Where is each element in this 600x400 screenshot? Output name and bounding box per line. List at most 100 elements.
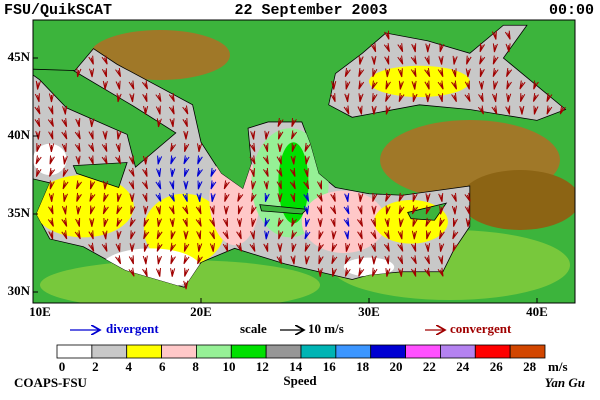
wind-arrow: [62, 180, 69, 190]
wind-arrow: [410, 68, 417, 78]
wind-arrow: [34, 93, 40, 103]
wind-arrow: [222, 242, 229, 252]
lat-label: 45N: [8, 49, 31, 64]
wind-arrow: [304, 242, 311, 252]
wind-arrow: [197, 243, 203, 252]
wind-arrow: [197, 180, 203, 190]
footer-left: COAPS-FSU: [14, 375, 88, 390]
wind-arrow: [143, 217, 150, 227]
wind-arrow: [316, 180, 323, 190]
wind-arrow: [411, 43, 417, 53]
wind-arrow: [291, 143, 297, 153]
wind-arrow: [397, 242, 404, 252]
wind-arrow: [168, 92, 175, 102]
wind-arrow: [426, 230, 432, 240]
wind-arrow: [263, 167, 269, 177]
wind-arrow: [115, 68, 122, 77]
colorbar-swatch: [265, 344, 302, 359]
wind-arrow: [410, 55, 417, 65]
wind-arrow: [439, 243, 445, 252]
wind-arrow: [116, 205, 123, 215]
wind-patch: [143, 193, 225, 266]
wind-arrow: [411, 80, 417, 90]
wind-arrow: [249, 155, 256, 165]
wind-arrow: [250, 180, 257, 190]
wind-arrow: [519, 105, 525, 115]
wind-arrow: [128, 267, 135, 277]
footer-right: Yan Gu: [545, 375, 585, 390]
wind-arrow: [157, 155, 163, 165]
wind-arrow: [385, 267, 391, 277]
wind-arrow: [303, 192, 310, 202]
wind-arrow: [222, 217, 228, 227]
wind-arrow: [183, 155, 190, 165]
wind-arrow: [358, 80, 365, 90]
wind-arrow: [425, 193, 431, 202]
wind-arrow: [330, 205, 337, 215]
wind-arrow: [75, 155, 81, 165]
wind-arrow: [250, 130, 256, 140]
wind-arrow: [357, 205, 363, 215]
wind-arrow: [249, 168, 255, 178]
wind-arrow: [318, 255, 324, 265]
wind-arrow: [452, 242, 459, 252]
wind-arrow: [142, 167, 148, 177]
lon-label: 10E: [29, 304, 51, 319]
wind-arrow: [143, 205, 149, 215]
wind-arrow: [143, 230, 150, 240]
wind-arrow: [88, 130, 94, 140]
wind-arrow: [182, 192, 188, 202]
wind-arrow: [89, 68, 95, 78]
legend-convergent: convergent: [450, 321, 512, 336]
wind-arrow: [262, 155, 269, 165]
wind-arrow: [170, 268, 176, 277]
wind-arrow: [183, 167, 190, 177]
wind-arrow: [504, 30, 511, 40]
colorbar-swatch: [56, 344, 93, 359]
wind-arrow: [130, 205, 136, 215]
wind-arrow: [35, 80, 41, 90]
wind-arrow: [88, 142, 95, 152]
wind-arrow: [48, 93, 55, 103]
wind-arrow: [237, 205, 243, 215]
wind-arrow: [88, 55, 94, 65]
header-center: 22 September 2003: [234, 2, 387, 19]
wind-arrow: [383, 43, 390, 52]
wind-arrow: [155, 192, 162, 202]
wind-arrow: [438, 193, 444, 202]
wind-arrow: [170, 168, 176, 178]
wind-arrow: [425, 217, 432, 227]
wind-arrow: [357, 230, 363, 240]
wind-arrow: [370, 43, 377, 53]
wind-arrow: [424, 55, 430, 65]
wind-arrow: [130, 230, 136, 240]
wind-arrow: [102, 80, 108, 90]
wind-arrow: [290, 193, 296, 202]
colorbar-tick: 2: [92, 359, 99, 374]
legend-divergent: divergent: [106, 321, 159, 336]
wind-arrow: [155, 180, 162, 190]
wind-arrow: [464, 192, 471, 202]
wind-arrow: [102, 230, 108, 240]
wind-arrow: [128, 255, 134, 265]
colorbar-tick: 4: [126, 359, 133, 374]
wind-arrow: [317, 268, 323, 277]
wind-arrow: [437, 267, 444, 277]
map: [33, 20, 575, 303]
wind-arrow: [129, 243, 135, 252]
wind-arrow: [223, 180, 230, 190]
wind-arrow: [196, 193, 202, 202]
wind-arrow: [464, 205, 470, 215]
wind-arrow: [197, 143, 203, 153]
wind-arrow: [372, 68, 378, 78]
wind-arrow: [183, 280, 189, 290]
colorbar-tick: 0: [59, 359, 66, 374]
wind-arrow: [492, 55, 499, 65]
wind-arrow: [277, 117, 284, 127]
wind-arrow: [155, 267, 161, 277]
wind-arrow: [143, 105, 149, 115]
wind-arrow: [330, 93, 336, 103]
wind-arrow: [439, 43, 445, 53]
wind-arrow: [61, 230, 68, 240]
wind-arrow: [249, 242, 256, 252]
